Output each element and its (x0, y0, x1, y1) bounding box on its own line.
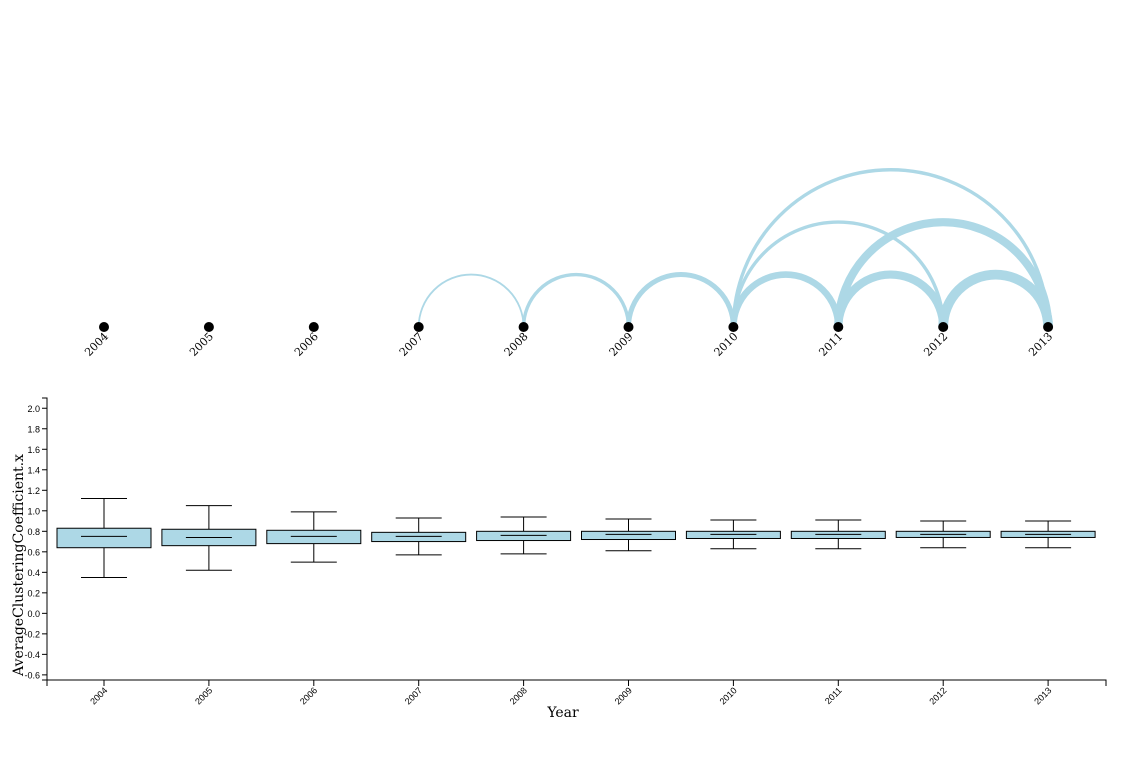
arc-node-label: 2004 (82, 330, 111, 359)
y-tick-label: 0.0 (27, 609, 40, 619)
arc-node-label: 2006 (292, 330, 321, 359)
arc-link (731, 167, 1050, 328)
arc-node-label: 2010 (712, 330, 741, 359)
x-tick-label: 2004 (88, 685, 109, 706)
box-iqr (790, 530, 886, 539)
y-tick-label: 0.8 (27, 527, 40, 537)
box-item (790, 519, 886, 550)
arc-node (623, 322, 634, 332)
box-iqr (685, 530, 781, 539)
y-tick-label: 0.6 (27, 547, 40, 557)
arc-node-label: 2007 (397, 330, 426, 359)
y-axis-line (42, 397, 48, 681)
arc-link (834, 218, 1053, 328)
arc-node (99, 322, 109, 332)
box-item (1000, 520, 1096, 549)
arc-node-label: 2005 (187, 330, 216, 359)
boxes (56, 497, 1096, 578)
arc-node (518, 322, 529, 332)
y-tick-label: 1.8 (27, 424, 40, 434)
y-axis-title: AverageClusteringCoefficient.x (11, 454, 27, 677)
y-tick-label: -0.4 (24, 650, 40, 660)
x-axis-line (46, 679, 1107, 686)
y-tick-label: 1.4 (27, 465, 40, 475)
arc-link (730, 271, 842, 328)
arc-node (1043, 322, 1054, 332)
arc-node-label: 2009 (607, 330, 636, 359)
box-iqr (56, 527, 152, 549)
y-tick-label: 1.6 (27, 445, 40, 455)
x-tick-label: 2013 (1032, 685, 1053, 706)
y-tick-label: 1.0 (27, 506, 40, 516)
box-iqr (266, 529, 362, 545)
arc-node (308, 322, 319, 332)
box-item (371, 517, 467, 556)
x-tick-label: 2008 (508, 685, 529, 706)
box-item (266, 511, 362, 563)
box-item (581, 518, 676, 552)
y-tick-label: -0.2 (24, 629, 40, 639)
x-tick-label: 2010 (718, 685, 739, 706)
box-item (895, 520, 991, 549)
arc-nodes (99, 322, 1054, 332)
x-axis-title: Year (546, 705, 579, 721)
box-plot: -0.6 -0.4 -0.2 0.0 0.2 0.4 0.6 0.8 1.0 1.2 1.4 1.6 1… (11, 397, 1107, 721)
arc-links (417, 167, 1053, 328)
arc-link (834, 270, 948, 328)
x-tick-label: 2011 (823, 685, 844, 706)
arc-node (728, 322, 739, 332)
y-tick-label: 0.4 (27, 568, 40, 578)
y-axis: -0.6 -0.4 -0.2 0.0 0.2 0.4 0.6 0.8 1.0 1.2 1.4 1.6 1… (24, 397, 48, 681)
x-tick-label: 2009 (613, 685, 634, 706)
box-item (685, 519, 781, 550)
box-iqr (581, 530, 676, 541)
arc-node-label: 2013 (1026, 330, 1055, 359)
box-iqr (371, 531, 467, 543)
x-tick-label: 2006 (298, 685, 319, 706)
arc-link (731, 220, 945, 328)
arc-node-label: 2012 (921, 330, 950, 359)
box-item (476, 516, 572, 555)
arc-node (938, 322, 949, 332)
box-item (56, 497, 152, 578)
arc-diagram: 2004 2005 2006 2007 2008 2009 2010 2011 2012 2013 (82, 167, 1055, 359)
x-tick-label: 2007 (403, 685, 424, 706)
arc-link (417, 273, 525, 328)
box-item (161, 505, 257, 571)
arc-link (521, 272, 631, 328)
arc-node-label: 2008 (502, 330, 531, 359)
x-axis: 2004 2005 2006 2007 2008 2009 2010 2011 2012 2013 (46, 679, 1107, 707)
arc-node-labels: 2004 2005 2006 2007 2008 2009 2010 2011 2012 2013 (82, 330, 1055, 359)
x-tick-label: 2012 (927, 685, 948, 706)
y-tick-label: 0.2 (27, 588, 40, 598)
box-iqr (476, 530, 572, 542)
arc-node (413, 322, 424, 332)
y-tick-label: -0.6 (24, 670, 40, 680)
y-tick-label: 1.2 (27, 486, 40, 496)
arc-node (203, 322, 214, 332)
arc-link (626, 272, 736, 328)
y-tick-label: 2.0 (27, 404, 40, 414)
arc-node (833, 322, 844, 332)
arc-link (938, 269, 1053, 328)
x-tick-label: 2005 (193, 685, 214, 706)
arc-node-label: 2011 (816, 330, 845, 359)
